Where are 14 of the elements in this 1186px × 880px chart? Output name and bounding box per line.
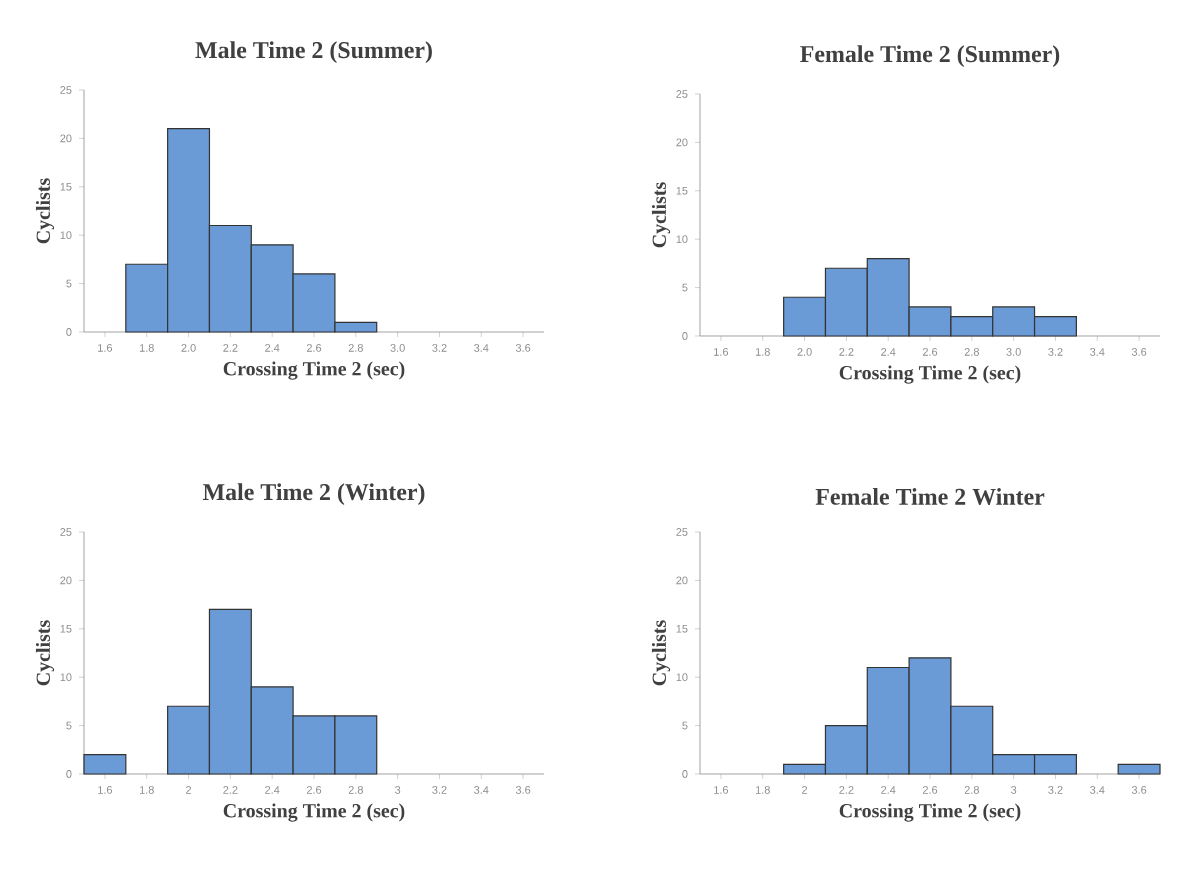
bar xyxy=(83,754,127,775)
x-axis-title: Crossing Time 2 (sec) xyxy=(223,803,405,822)
chart-title: Female Time 2 Winter xyxy=(815,488,1045,506)
x-axis-title: Crossing Time 2 (sec) xyxy=(223,361,405,380)
chart-title: Male Time 2 (Winter) xyxy=(202,483,425,506)
y-axis-title: Cyclists xyxy=(651,182,671,248)
x-axis-title: Crossing Time 2 (sec) xyxy=(839,365,1021,384)
y-axis-title: Cyclists xyxy=(651,620,671,686)
chart-title: Female Time 2 (Summer) xyxy=(800,45,1060,67)
bar xyxy=(1117,763,1161,775)
y-axis-title: Cyclists xyxy=(35,620,55,686)
chart-title: Male Time 2 (Summer) xyxy=(195,41,432,63)
x-axis-title: Crossing Time 2 (sec) xyxy=(839,803,1021,822)
y-axis-title: Cyclists xyxy=(35,178,55,244)
